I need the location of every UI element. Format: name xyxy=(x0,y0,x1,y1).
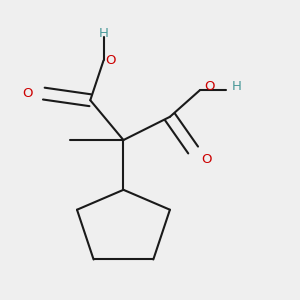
Text: H: H xyxy=(231,80,241,94)
Text: O: O xyxy=(201,154,212,166)
Text: O: O xyxy=(22,87,32,100)
Text: H: H xyxy=(99,27,109,40)
Text: O: O xyxy=(105,54,116,67)
Text: O: O xyxy=(205,80,215,94)
